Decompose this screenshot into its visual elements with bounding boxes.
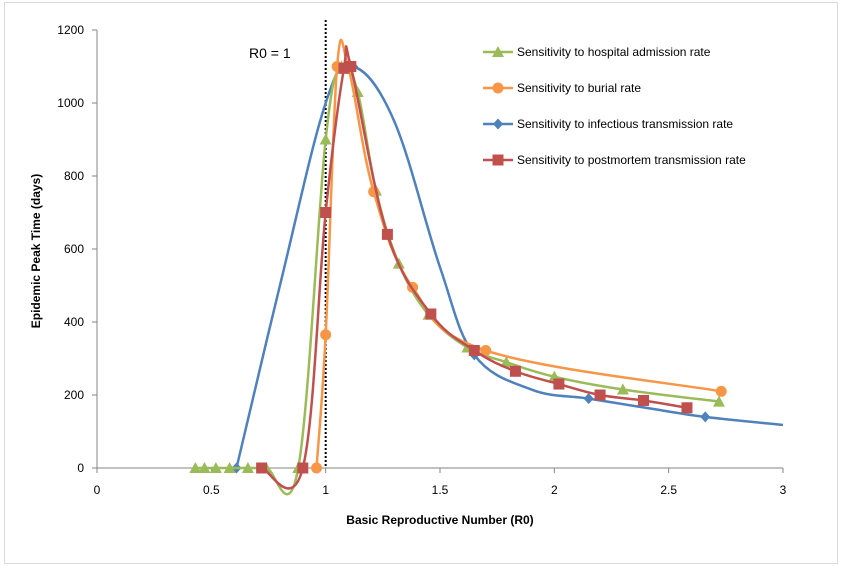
- data-point: [553, 378, 565, 390]
- legend-label: Sensitivity to hospital admission rate: [517, 45, 711, 59]
- data-point: [256, 462, 268, 474]
- series-line: [235, 64, 784, 469]
- data-point: [198, 462, 211, 473]
- data-point: [712, 395, 725, 407]
- data-point: [345, 61, 357, 72]
- y-axis-title: Epidemic Peak Time (days): [29, 174, 43, 329]
- data-point: [338, 62, 350, 74]
- data-point: [425, 308, 437, 320]
- legend-label: Sensitivity to infectious transmission r…: [517, 117, 733, 131]
- data-point: [500, 356, 513, 368]
- data-point: [509, 365, 521, 377]
- data-point: [583, 393, 594, 405]
- data-point: [468, 344, 480, 356]
- data-point: [241, 462, 254, 473]
- x-tick-label: 2: [551, 483, 558, 497]
- data-point: [616, 383, 629, 395]
- y-tick-label: 600: [64, 242, 84, 256]
- y-tick-label: 1200: [57, 23, 84, 37]
- data-point: [638, 394, 650, 406]
- y-tick-label: 400: [64, 315, 84, 329]
- x-axis-title: Basic Reproductive Number (R0): [346, 513, 533, 527]
- data-point: [480, 344, 492, 356]
- chart-frame: [4, 2, 838, 564]
- data-point: [715, 385, 727, 397]
- legend-swatch-marker: [492, 46, 504, 57]
- x-tick-label: 2.5: [660, 483, 677, 497]
- legend-label: Sensitivity to postmortem transmission r…: [517, 153, 746, 167]
- x-tick-label: 0.5: [203, 483, 220, 497]
- y-tick-label: 800: [64, 169, 84, 183]
- data-point: [320, 207, 332, 218]
- y-axis-ticks: 0 200 400 600 800 1000 1200: [57, 23, 97, 475]
- legend-label: Sensitivity to burial rate: [517, 81, 641, 95]
- y-tick-label: 1000: [57, 96, 84, 110]
- data-point: [320, 329, 332, 341]
- data-point: [189, 462, 202, 473]
- x-tick-label: 3: [780, 483, 787, 497]
- series-square: [256, 45, 693, 490]
- series-circle: [311, 38, 727, 474]
- axes: [96, 30, 783, 469]
- y-tick-label: 0: [77, 461, 84, 475]
- data-point: [297, 462, 309, 474]
- legend: Sensitivity to hospital admission rate Se…: [483, 45, 746, 167]
- data-point: [381, 228, 393, 240]
- data-point: [700, 411, 711, 423]
- data-point: [681, 402, 693, 414]
- data-point: [319, 133, 332, 145]
- x-tick-label: 1: [322, 483, 329, 497]
- legend-swatch-marker: [492, 82, 504, 94]
- series-layer: [189, 38, 784, 496]
- x-tick-label: 0: [94, 483, 101, 497]
- y-tick-label: 200: [64, 388, 84, 402]
- data-point: [311, 462, 323, 474]
- r0-reference-label: R0 = 1: [249, 45, 291, 61]
- legend-swatch-marker: [493, 118, 503, 130]
- data-point: [223, 462, 236, 473]
- x-tick-label: 1.5: [432, 483, 449, 497]
- data-point: [594, 389, 606, 401]
- x-axis-ticks: 0 0.5 1 1.5 2 2.5 3: [94, 468, 787, 497]
- legend-swatch-marker: [492, 154, 504, 166]
- data-point: [209, 462, 222, 473]
